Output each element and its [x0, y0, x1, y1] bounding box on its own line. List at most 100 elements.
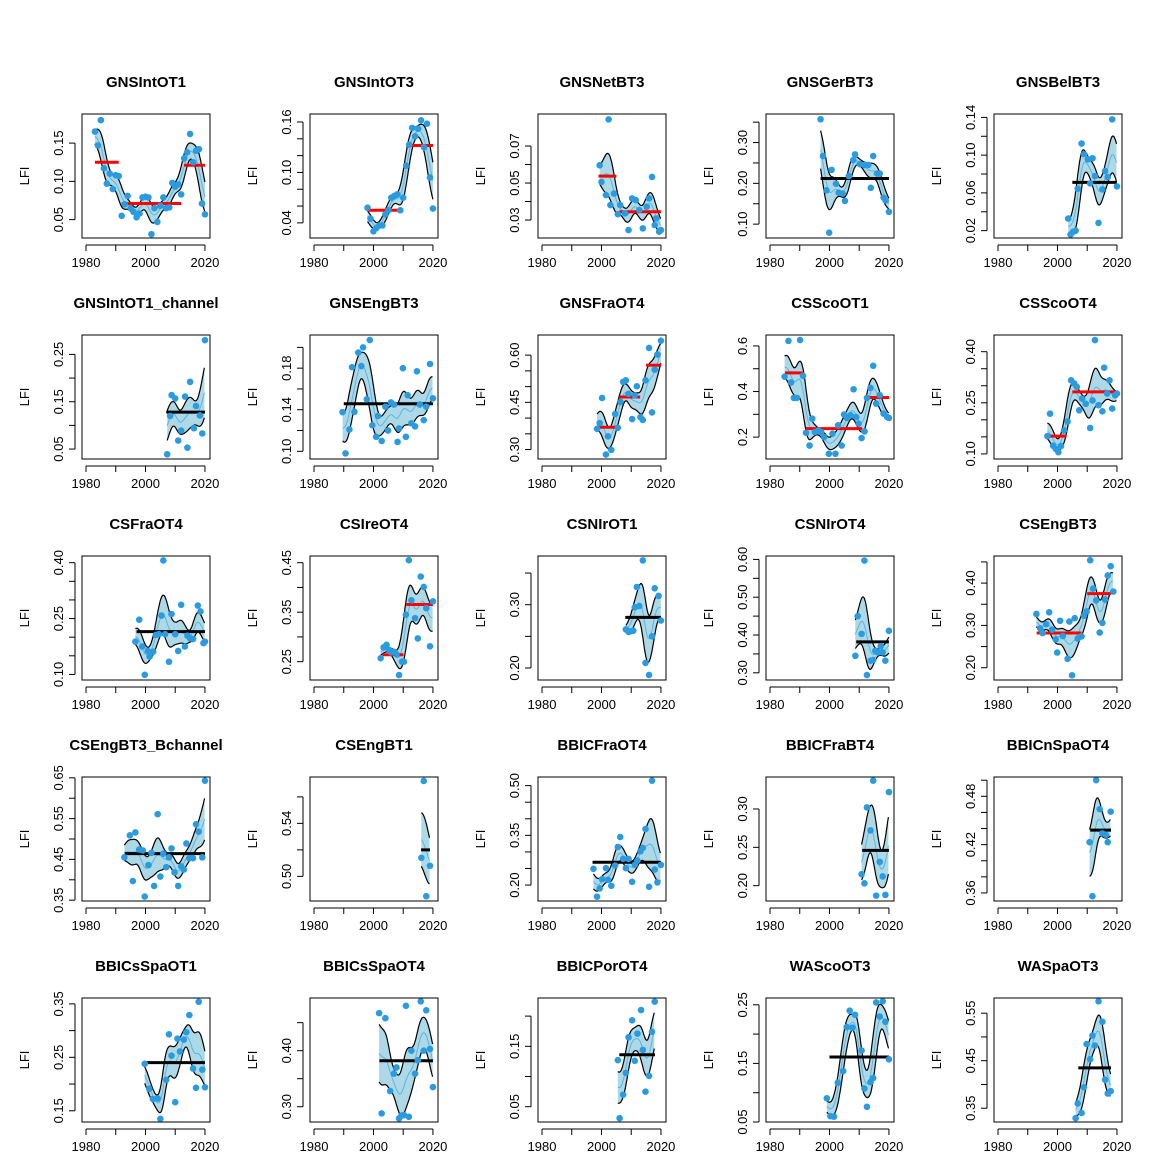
band-lower-line	[596, 362, 662, 449]
data-point	[629, 627, 637, 634]
x-tick-label: 2000	[1043, 476, 1072, 491]
x-tick-label: 1980	[300, 918, 329, 933]
data-point	[132, 829, 139, 836]
panel-title: CSScoOT4	[1019, 295, 1097, 312]
data-point	[174, 1035, 181, 1042]
data-point	[590, 865, 597, 873]
panel-GNSFraOT4: GNSFraOT4 LFI 1980 2000 2020 0.30 0.45 0.60	[473, 295, 675, 491]
panel-title: GNSIntOT3	[334, 74, 414, 91]
data-point	[1089, 154, 1096, 162]
x-tick-label: 1980	[756, 1139, 785, 1154]
panel-GNSGerBT3: GNSGerBT3 LFI 1980 2000 2020 0.10 0.20 0.30	[701, 74, 903, 270]
data-point	[1089, 397, 1096, 404]
panel-CSNIrOT1: CSNIrOT1 LFI 1980 2000 2020 0.20 0.30	[473, 516, 675, 712]
band-upper-line	[420, 812, 431, 838]
data-point	[882, 657, 889, 665]
data-point	[190, 424, 198, 432]
data-point	[161, 630, 169, 638]
data-point	[839, 190, 846, 197]
data-point	[422, 403, 430, 410]
panel-GNSIntOT1: GNSIntOT1 LFI 1980 2000 2020 0.05 0.10 0.15	[17, 74, 219, 270]
y-tick-label: 0.30	[963, 613, 978, 638]
data-point	[426, 360, 434, 368]
y-axis-label: LFI	[17, 609, 32, 628]
y-axis-label: LFI	[701, 609, 716, 628]
data-point	[817, 428, 825, 436]
data-point	[825, 450, 833, 458]
data-point	[823, 186, 830, 194]
data-point	[148, 230, 155, 238]
band-lower-line	[367, 136, 434, 230]
band-lower-line	[420, 866, 430, 885]
x-tick-label: 1980	[300, 1139, 329, 1154]
data-point	[194, 602, 202, 609]
band-upper-line	[144, 1024, 206, 1096]
data-point	[160, 850, 167, 857]
x-tick-label: 1980	[984, 697, 1013, 712]
data-point	[869, 152, 877, 160]
data-point	[869, 777, 877, 784]
data-point	[177, 191, 185, 198]
panel-GNSIntOT1_channel: GNSIntOT1_channel LFI 1980 2000 2020 0.05 0.15…	[17, 295, 219, 491]
y-tick-label: 0.05	[51, 436, 66, 461]
data-point	[144, 647, 152, 655]
x-tick-label: 2000	[1043, 697, 1072, 712]
data-point	[614, 1056, 622, 1064]
x-tick-label: 2020	[1102, 1139, 1131, 1154]
data-point	[400, 658, 408, 665]
data-point	[648, 633, 656, 640]
panel-title: WAScoOT3	[790, 958, 871, 975]
data-point	[879, 997, 887, 1005]
smooth-line	[1075, 1030, 1112, 1110]
x-tick-label: 2000	[815, 918, 844, 933]
data-point	[625, 390, 632, 398]
data-point	[863, 671, 871, 679]
data-point	[1060, 427, 1068, 434]
data-point	[867, 827, 874, 834]
data-point	[413, 367, 421, 375]
data-point	[642, 659, 649, 667]
data-point	[846, 1007, 853, 1014]
data-point	[781, 373, 788, 381]
data-point	[610, 190, 618, 197]
plot-box	[537, 997, 667, 1123]
data-point	[625, 855, 632, 863]
plot-box	[81, 776, 211, 902]
data-point	[177, 427, 185, 434]
data-point	[417, 117, 425, 124]
x-tick-label: 2000	[359, 697, 388, 712]
y-tick-label: 0.15	[51, 1098, 66, 1123]
data-point	[1089, 1032, 1096, 1039]
x-tick-label: 2000	[131, 1139, 160, 1154]
plot-box	[765, 334, 895, 460]
panel-CSIreOT4: CSIreOT4 LFI 1980 2000 2020 0.25 0.35 0.45	[245, 516, 447, 712]
data-point	[420, 416, 428, 424]
data-point	[408, 124, 416, 132]
data-point	[851, 151, 859, 158]
data-point	[1104, 838, 1112, 846]
data-point	[399, 364, 407, 372]
data-point	[166, 412, 174, 420]
plot-box	[537, 334, 667, 460]
data-point	[121, 854, 128, 861]
data-point	[645, 195, 653, 202]
plot-box	[765, 997, 895, 1123]
data-point	[867, 384, 874, 392]
data-point	[648, 173, 656, 181]
data-point	[151, 204, 158, 212]
data-point	[1052, 636, 1059, 643]
data-point	[628, 415, 636, 423]
data-point	[189, 158, 197, 166]
panel-title: GNSIntOT1	[106, 74, 186, 91]
data-point	[420, 1047, 428, 1054]
confidence-band	[124, 798, 205, 881]
data-point	[858, 870, 865, 878]
plot-box	[765, 776, 895, 902]
data-point	[863, 804, 871, 811]
panel-title: WASpaOT3	[1018, 958, 1099, 975]
data-point	[124, 192, 131, 200]
y-axis-label: LFI	[17, 388, 32, 407]
data-point	[174, 181, 182, 188]
data-point	[357, 362, 365, 370]
data-point	[195, 145, 203, 153]
